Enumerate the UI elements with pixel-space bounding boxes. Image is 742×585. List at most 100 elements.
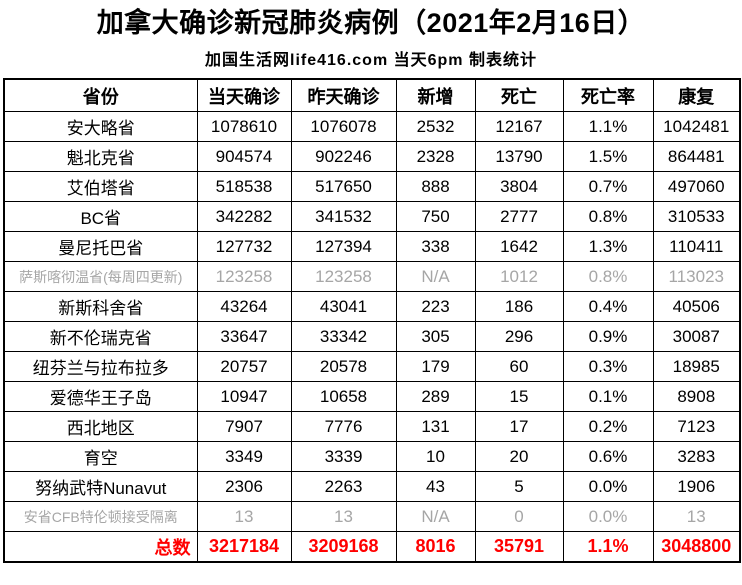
- deaths-cell: 296: [474, 321, 564, 352]
- total-label-cell: 总数: [3, 531, 198, 563]
- column-header-recovered: 康复: [652, 78, 741, 112]
- today-cell: 33647: [196, 321, 292, 352]
- deaths-cell: 17: [474, 411, 564, 442]
- province-cell: 努纳武特Nunavut: [3, 471, 198, 502]
- today-cell: 3349: [196, 441, 292, 472]
- new-cell: 888: [395, 171, 476, 202]
- today-cell: 123258: [196, 261, 292, 292]
- total-yesterday-cell: 3209168: [290, 531, 397, 563]
- province-cell: 萨斯喀彻温省(每周四更新): [3, 261, 198, 292]
- rate-cell: 1.3%: [562, 231, 654, 262]
- deaths-cell: 12167: [474, 111, 564, 142]
- deaths-cell: 1012: [474, 261, 564, 292]
- table-row: 爱德华王子岛 10947 10658 289 15 0.1% 8908: [3, 381, 741, 412]
- rate-cell: 0.4%: [562, 291, 654, 322]
- column-header-new: 新增: [395, 78, 476, 112]
- recovered-cell: 110411: [652, 231, 741, 262]
- recovered-cell: 3283: [652, 441, 741, 472]
- yesterday-cell: 13: [290, 501, 397, 532]
- recovered-cell: 30087: [652, 321, 741, 352]
- new-cell: N/A: [395, 261, 476, 292]
- table-row: 安大略省 1078610 1076078 2532 12167 1.1% 1042481: [3, 111, 741, 142]
- rate-cell: 0.0%: [562, 471, 654, 502]
- deaths-cell: 0: [474, 501, 564, 532]
- table-row: 新不伦瑞克省 33647 33342 305 296 0.9% 30087: [3, 321, 741, 352]
- rate-cell: 1.5%: [562, 141, 654, 172]
- recovered-cell: 113023: [652, 261, 741, 292]
- today-cell: 342282: [196, 201, 292, 232]
- recovered-cell: 310533: [652, 201, 741, 232]
- today-cell: 13: [196, 501, 292, 532]
- table-row: 萨斯喀彻温省(每周四更新) 123258 123258 N/A 1012 0.8% 1130…: [3, 261, 741, 292]
- table-row: 艾伯塔省 518538 517650 888 3804 0.7% 497060: [3, 171, 741, 202]
- province-cell: 新不伦瑞克省: [3, 321, 198, 352]
- recovered-cell: 13: [652, 501, 741, 532]
- yesterday-cell: 341532: [290, 201, 397, 232]
- today-cell: 1078610: [196, 111, 292, 142]
- deaths-cell: 60: [474, 351, 564, 382]
- recovered-cell: 1042481: [652, 111, 741, 142]
- deaths-cell: 3804: [474, 171, 564, 202]
- yesterday-cell: 7776: [290, 411, 397, 442]
- new-cell: 750: [395, 201, 476, 232]
- recovered-cell: 1906: [652, 471, 741, 502]
- new-cell: 10: [395, 441, 476, 472]
- table-row: 曼尼托巴省 127732 127394 338 1642 1.3% 110411: [3, 231, 741, 262]
- province-cell: 魁北克省: [3, 141, 198, 172]
- province-cell: 安大略省: [3, 111, 198, 142]
- new-cell: 305: [395, 321, 476, 352]
- new-cell: 43: [395, 471, 476, 502]
- table-row: 新斯科舍省 43264 43041 223 186 0.4% 40506: [3, 291, 741, 322]
- rate-cell: 0.7%: [562, 171, 654, 202]
- new-cell: 2328: [395, 141, 476, 172]
- province-cell: 安省CFB特伦顿接受隔离: [3, 501, 198, 532]
- rate-cell: 0.2%: [562, 411, 654, 442]
- rate-cell: 0.9%: [562, 321, 654, 352]
- table-body: 安大略省 1078610 1076078 2532 12167 1.1% 1042481 魁北…: [3, 111, 741, 563]
- recovered-cell: 40506: [652, 291, 741, 322]
- province-cell: 新斯科舍省: [3, 291, 198, 322]
- deaths-cell: 1642: [474, 231, 564, 262]
- table-row: 魁北克省 904574 902246 2328 13790 1.5% 864481: [3, 141, 741, 172]
- new-cell: 179: [395, 351, 476, 382]
- table-header: 省份 当天确诊 昨天确诊 新增 死亡 死亡率 康复: [3, 78, 741, 112]
- table-row: 纽芬兰与拉布拉多 20757 20578 179 60 0.3% 18985: [3, 351, 741, 382]
- rate-cell: 0.3%: [562, 351, 654, 382]
- new-cell: 223: [395, 291, 476, 322]
- deaths-cell: 2777: [474, 201, 564, 232]
- today-cell: 20757: [196, 351, 292, 382]
- new-cell: 338: [395, 231, 476, 262]
- rate-cell: 0.0%: [562, 501, 654, 532]
- column-header-deaths: 死亡: [474, 78, 564, 112]
- today-cell: 43264: [196, 291, 292, 322]
- recovered-cell: 18985: [652, 351, 741, 382]
- province-cell: 西北地区: [3, 411, 198, 442]
- province-cell: 育空: [3, 441, 198, 472]
- total-row: 总数 3217184 3209168 8016 35791 1.1% 3048800: [3, 531, 741, 563]
- rate-cell: 0.8%: [562, 261, 654, 292]
- page-subtitle: 加国生活网life416.com 当天6pm 制表统计: [205, 52, 537, 69]
- column-header-province: 省份: [3, 78, 198, 112]
- column-header-rate: 死亡率: [562, 78, 654, 112]
- rate-cell: 0.8%: [562, 201, 654, 232]
- yesterday-cell: 127394: [290, 231, 397, 262]
- deaths-cell: 13790: [474, 141, 564, 172]
- total-today-cell: 3217184: [196, 531, 292, 563]
- total-recovered-cell: 3048800: [652, 531, 741, 563]
- table-row: 育空 3349 3339 10 20 0.6% 3283: [3, 441, 741, 472]
- header-row: 省份 当天确诊 昨天确诊 新增 死亡 死亡率 康复: [3, 78, 741, 112]
- deaths-cell: 5: [474, 471, 564, 502]
- new-cell: 2532: [395, 111, 476, 142]
- rate-cell: 0.1%: [562, 381, 654, 412]
- yesterday-cell: 3339: [290, 441, 397, 472]
- deaths-cell: 186: [474, 291, 564, 322]
- yesterday-cell: 10658: [290, 381, 397, 412]
- deaths-cell: 15: [474, 381, 564, 412]
- total-deaths-cell: 35791: [474, 531, 564, 563]
- today-cell: 904574: [196, 141, 292, 172]
- recovered-cell: 8908: [652, 381, 741, 412]
- page-title: 加拿大确诊新冠肺炎病例（2021年2月16日）: [96, 8, 646, 38]
- yesterday-cell: 33342: [290, 321, 397, 352]
- yesterday-cell: 1076078: [290, 111, 397, 142]
- recovered-cell: 497060: [652, 171, 741, 202]
